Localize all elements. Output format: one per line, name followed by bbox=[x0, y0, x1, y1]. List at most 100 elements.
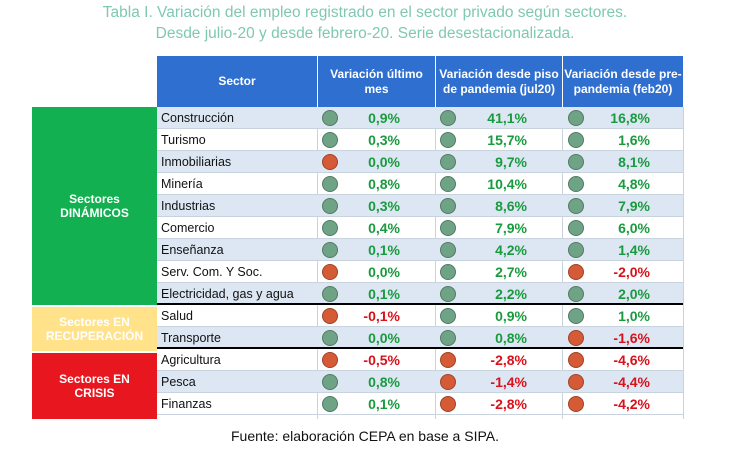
value-c3: 1,0% bbox=[618, 308, 650, 324]
green-status-dot-icon bbox=[440, 330, 456, 346]
value-c3: -4,4% bbox=[613, 374, 650, 390]
sector-name: Industrias bbox=[161, 199, 216, 213]
red-status-dot-icon bbox=[568, 352, 584, 368]
green-status-dot-icon bbox=[440, 220, 456, 236]
table-row: Construcción 0,9% 41,1% 16,8% bbox=[157, 107, 683, 129]
header-last-month: Variación último mes bbox=[318, 56, 435, 107]
table-body: Construcción 0,9% 41,1% 16,8% Turismo 0,3% 15,… bbox=[157, 107, 683, 415]
value-c2: -2,8% bbox=[490, 352, 527, 368]
value-c1: -0,5% bbox=[363, 352, 400, 368]
sector-name: Agricultura bbox=[161, 353, 221, 367]
table-row: Agricultura -0,5% -2,8% -4,6% bbox=[157, 349, 683, 371]
value-c2: 4,2% bbox=[495, 242, 527, 258]
value-c3: 1,6% bbox=[618, 132, 650, 148]
value-c1: 0,0% bbox=[368, 154, 400, 170]
header-sector-label: Sector bbox=[218, 74, 256, 88]
table-row: Pesca 0,8% -1,4% -4,4% bbox=[157, 371, 683, 393]
sector-name: Comercio bbox=[161, 221, 215, 235]
table-row: Finanzas 0,1% -2,8% -4,2% bbox=[157, 393, 683, 415]
value-c3: 1,4% bbox=[618, 242, 650, 258]
column-divider bbox=[683, 107, 684, 419]
value-c3: 2,0% bbox=[618, 286, 650, 302]
sector-name: Construcción bbox=[161, 111, 234, 125]
green-status-dot-icon bbox=[568, 198, 584, 214]
value-c1: 0,3% bbox=[368, 198, 400, 214]
sector-name: Transporte bbox=[161, 331, 221, 345]
table-row: Electricidad, gas y agua 0,1% 2,2% 2,0% bbox=[157, 283, 683, 305]
sector-name: Enseñanza bbox=[161, 243, 224, 257]
table-row: Comercio 0,4% 7,9% 6,0% bbox=[157, 217, 683, 239]
header-since-floor: Variación desde piso de pandemia (jul20) bbox=[436, 56, 562, 107]
green-status-dot-icon bbox=[440, 176, 456, 192]
table-row: Salud -0,1% 0,9% 1,0% bbox=[157, 305, 683, 327]
green-status-dot-icon bbox=[322, 132, 338, 148]
header-last-month-label: Variación último mes bbox=[330, 66, 423, 96]
green-status-dot-icon bbox=[440, 154, 456, 170]
value-c2: 2,7% bbox=[495, 264, 527, 280]
red-status-dot-icon bbox=[322, 264, 338, 280]
column-divider bbox=[562, 107, 563, 419]
value-c2: 2,2% bbox=[495, 286, 527, 302]
value-c1: -0,1% bbox=[363, 308, 400, 324]
value-c1: 0,1% bbox=[368, 242, 400, 258]
table-row: Transporte 0,0% 0,8% -1,6% bbox=[157, 327, 683, 349]
value-c2: 10,4% bbox=[487, 176, 527, 192]
value-c2: 7,9% bbox=[495, 220, 527, 236]
red-status-dot-icon bbox=[440, 352, 456, 368]
green-status-dot-icon bbox=[568, 176, 584, 192]
value-c3: 7,9% bbox=[618, 198, 650, 214]
green-status-dot-icon bbox=[322, 110, 338, 126]
value-c2: 15,7% bbox=[487, 132, 527, 148]
red-status-dot-icon bbox=[440, 396, 456, 412]
sector-name: Finanzas bbox=[161, 397, 212, 411]
table-row: Serv. Com. Y Soc. 0,0% 2,7% -2,0% bbox=[157, 261, 683, 283]
green-status-dot-icon bbox=[440, 132, 456, 148]
header-pre-pandemic: Variación desde pre-pandemia (feb20) bbox=[563, 56, 683, 107]
green-status-dot-icon bbox=[322, 242, 338, 258]
sector-name: Turismo bbox=[161, 133, 206, 147]
value-c3: -4,2% bbox=[613, 396, 650, 412]
group-dinamicos-label: Sectores DINÁMICOS bbox=[60, 192, 129, 220]
header-sector: Sector bbox=[157, 56, 317, 107]
green-status-dot-icon bbox=[440, 242, 456, 258]
green-status-dot-icon bbox=[568, 242, 584, 258]
green-status-dot-icon bbox=[322, 374, 338, 390]
red-status-dot-icon bbox=[568, 264, 584, 280]
group-recuperacion-label: Sectores EN RECUPERACIÓN bbox=[45, 315, 144, 343]
value-c2: 9,7% bbox=[495, 154, 527, 170]
sector-name: Pesca bbox=[161, 375, 196, 389]
table-row: Industrias 0,3% 8,6% 7,9% bbox=[157, 195, 683, 217]
table-title: Tabla I. Variación del empleo registrado… bbox=[0, 2, 730, 44]
value-c2: 0,8% bbox=[495, 330, 527, 346]
header-since-floor-label: Variación desde piso de pandemia (jul20) bbox=[439, 66, 559, 96]
value-c2: -2,8% bbox=[490, 396, 527, 412]
sector-name: Electricidad, gas y agua bbox=[161, 287, 294, 301]
green-status-dot-icon bbox=[322, 286, 338, 302]
green-status-dot-icon bbox=[568, 220, 584, 236]
sector-name: Serv. Com. Y Soc. bbox=[161, 265, 263, 279]
value-c3: -1,6% bbox=[613, 330, 650, 346]
value-c2: 41,1% bbox=[487, 110, 527, 126]
red-status-dot-icon bbox=[322, 154, 338, 170]
green-status-dot-icon bbox=[440, 286, 456, 302]
value-c3: -4,6% bbox=[613, 352, 650, 368]
value-c2: 0,9% bbox=[495, 308, 527, 324]
green-status-dot-icon bbox=[568, 132, 584, 148]
value-c1: 0,0% bbox=[368, 330, 400, 346]
value-c1: 0,1% bbox=[368, 396, 400, 412]
value-c1: 0,8% bbox=[368, 176, 400, 192]
green-status-dot-icon bbox=[322, 396, 338, 412]
value-c1: 0,8% bbox=[368, 374, 400, 390]
header-pre-pandemic-label: Variación desde pre-pandemia (feb20) bbox=[564, 66, 682, 96]
red-status-dot-icon bbox=[568, 374, 584, 390]
green-status-dot-icon bbox=[322, 176, 338, 192]
red-status-dot-icon bbox=[440, 374, 456, 390]
green-status-dot-icon bbox=[322, 330, 338, 346]
table-row: Minería 0,8% 10,4% 4,8% bbox=[157, 173, 683, 195]
source-note: Fuente: elaboración CEPA en base a SIPA. bbox=[231, 428, 499, 444]
group-recuperacion: Sectores EN RECUPERACIÓN bbox=[32, 307, 157, 351]
sector-name: Minería bbox=[161, 177, 203, 191]
green-status-dot-icon bbox=[568, 110, 584, 126]
column-divider bbox=[435, 107, 436, 419]
green-status-dot-icon bbox=[322, 198, 338, 214]
